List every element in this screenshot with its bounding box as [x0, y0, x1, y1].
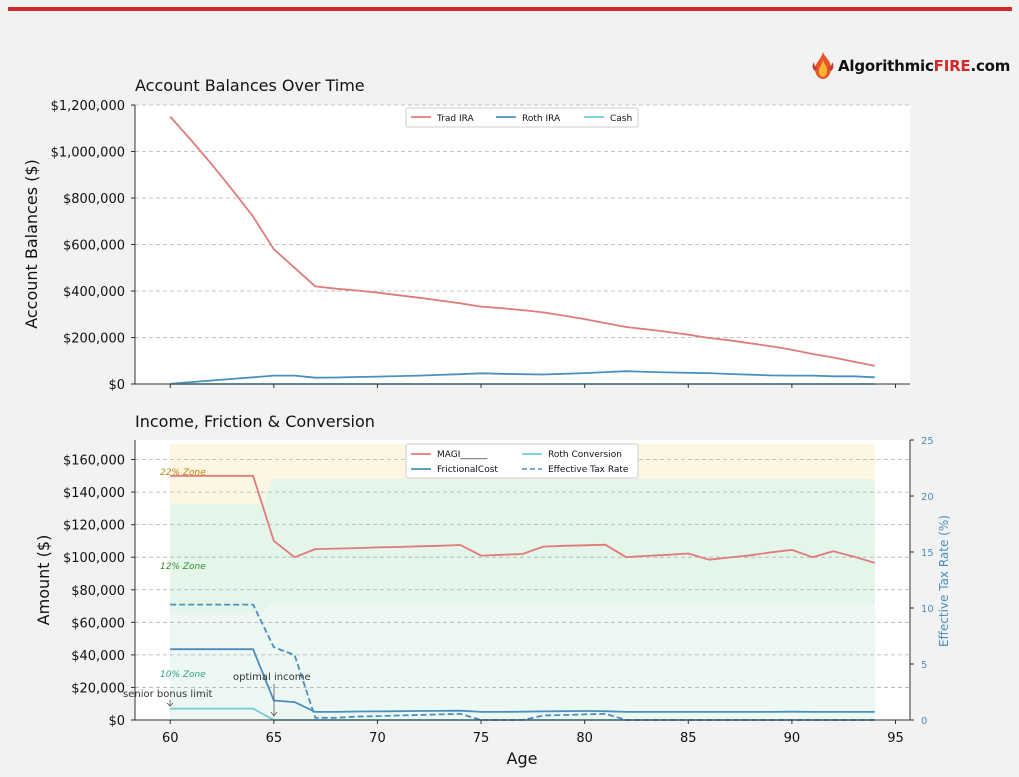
bottom-chart-title: Income, Friction & Conversion: [135, 412, 375, 431]
x-tick-label: 65: [266, 731, 283, 746]
x-tick-label: 75: [473, 731, 490, 746]
legend-roth-conversion: Roth Conversion: [548, 450, 622, 460]
legend-cash: Cash: [610, 114, 632, 124]
right-tick-label: 20: [921, 492, 934, 503]
y-tick-label: $20,000: [71, 681, 125, 696]
series-frictionalcost: [170, 648, 875, 713]
flame-icon: [812, 52, 834, 79]
annotation-arrow-optimal: [270, 684, 278, 717]
y-tick-label: $0: [108, 378, 125, 393]
annotation-optimal-income: optimal income: [233, 672, 311, 683]
y-tick-label: $1,000,000: [51, 146, 125, 161]
y-tick-label: $160,000: [63, 454, 125, 469]
x-axis-label: Age: [507, 749, 538, 768]
x-tick-label: 95: [887, 731, 904, 746]
bottom-legend: MAGI______ FrictionalCost Roth Conversio…: [405, 443, 639, 479]
x-tick-label: 70: [369, 731, 386, 746]
y-tick-label: $140,000: [63, 486, 125, 501]
y-tick-label: $40,000: [71, 649, 125, 664]
y-tick-label: $1,200,000: [51, 99, 125, 114]
x-tick-label: 85: [680, 731, 697, 746]
zone-10-label: 10% Zone: [160, 670, 206, 680]
y-tick-label: $60,000: [71, 616, 125, 631]
series-trad-ira: [169, 116, 875, 367]
bottom-right-ticks: 0 5 10 15 20 25: [910, 436, 934, 727]
top-y-axis-label: Account Balances ($): [22, 159, 41, 329]
right-tick-label: 25: [921, 436, 934, 447]
bottom-y-axis-label: Amount ($): [34, 535, 53, 626]
series-magi: [170, 474, 876, 564]
zone-12-fill: [170, 479, 875, 613]
legend-frictional-cost: FrictionalCost: [437, 465, 498, 475]
y-tick-label: $200,000: [63, 332, 125, 347]
right-tick-label: 10: [921, 604, 934, 615]
top-legend: Trad IRA Roth IRA Cash: [405, 107, 639, 128]
legend-effective-tax-rate: Effective Tax Rate: [548, 465, 629, 475]
legend-trad-ira: Trad IRA: [436, 114, 475, 124]
zone-22-label: 22% Zone: [160, 468, 206, 478]
bottom-x-ticks: 60 65 70 75 80 85 90 95: [162, 720, 904, 746]
x-tick-label: 90: [784, 731, 801, 746]
x-tick-label: 80: [576, 731, 593, 746]
legend-roth-ira: Roth IRA: [522, 114, 561, 124]
zone-10-fill: [170, 603, 875, 720]
bottom-gridlines: [135, 459, 910, 721]
y-tick-label: $80,000: [71, 584, 125, 599]
top-chart-title: Account Balances Over Time: [135, 76, 365, 95]
top-x-ticks: [169, 384, 896, 388]
legend-magi: MAGI______: [437, 450, 488, 460]
y-tick-label: $400,000: [63, 285, 125, 300]
account-balances-chart: $0 $200,000 $400,000 $600,000 $800,000 $1,000…: [22, 76, 910, 393]
right-tick-label: 0: [921, 716, 927, 727]
annotation-senior-bonus-limit: senior bonus limit: [123, 689, 212, 700]
top-accent-bar: [8, 7, 1012, 11]
right-y-axis-label: Effective Tax Rate (%): [937, 515, 951, 647]
series-roth-ira: [170, 370, 875, 385]
y-tick-label: $120,000: [63, 519, 125, 534]
x-tick-label: 60: [162, 731, 179, 746]
logo-text: AlgorithmicFIRE.com: [838, 57, 1011, 75]
bottom-y-ticks: $0 $20,000 $40,000 $60,000 $80,000 $100,000 $1…: [63, 454, 135, 729]
top-y-ticks: $0 $200,000 $400,000 $600,000 $800,000 $1,000…: [51, 99, 135, 393]
y-tick-label: $0: [108, 714, 125, 729]
brand-logo[interactable]: AlgorithmicFIRE.com: [810, 50, 1010, 82]
zone-12-label: 12% Zone: [160, 562, 206, 572]
income-friction-chart: $0 $20,000 $40,000 $60,000 $80,000 $100,000 $1…: [34, 412, 951, 768]
annotation-arrow-senior: [166, 700, 174, 707]
y-tick-label: $800,000: [63, 192, 125, 207]
right-tick-label: 5: [921, 660, 927, 671]
y-tick-label: $100,000: [63, 551, 125, 566]
right-tick-label: 15: [921, 548, 934, 559]
y-tick-label: $600,000: [63, 239, 125, 254]
